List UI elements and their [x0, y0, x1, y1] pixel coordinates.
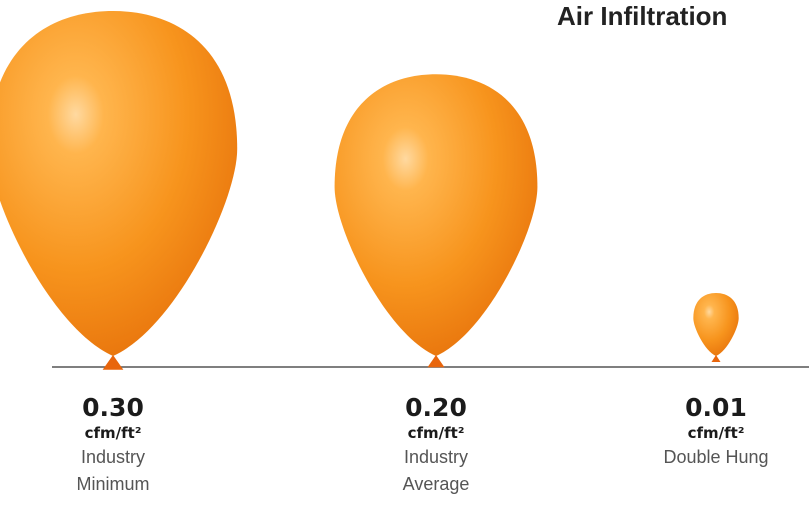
- value-label: 0.01: [685, 393, 747, 422]
- unit-label: cfm/ft²: [84, 424, 142, 442]
- balloon-knot: [102, 355, 124, 370]
- unit-label: cfm/ft²: [687, 424, 745, 442]
- label-group: 0.30 cfm/ft² Industry Minimum: [48, 394, 178, 498]
- balloon: [0, 11, 238, 356]
- category-label: Industry Average: [402, 447, 470, 494]
- value-label: 0.20: [405, 393, 467, 422]
- balloon-knot: [427, 355, 445, 368]
- category-label: Double Hung: [663, 447, 769, 467]
- value-label: 0.30: [82, 393, 144, 422]
- chart-title: Air Infiltration: [557, 1, 727, 31]
- category-label: Industry Minimum: [76, 447, 150, 494]
- balloon: [693, 293, 739, 356]
- balloon-knot: [711, 355, 721, 362]
- balloon: [334, 74, 538, 356]
- label-group: 0.20 cfm/ft² Industry Average: [371, 394, 501, 498]
- label-group: 0.01 cfm/ft² Double Hung: [651, 394, 781, 471]
- unit-label: cfm/ft²: [407, 424, 465, 442]
